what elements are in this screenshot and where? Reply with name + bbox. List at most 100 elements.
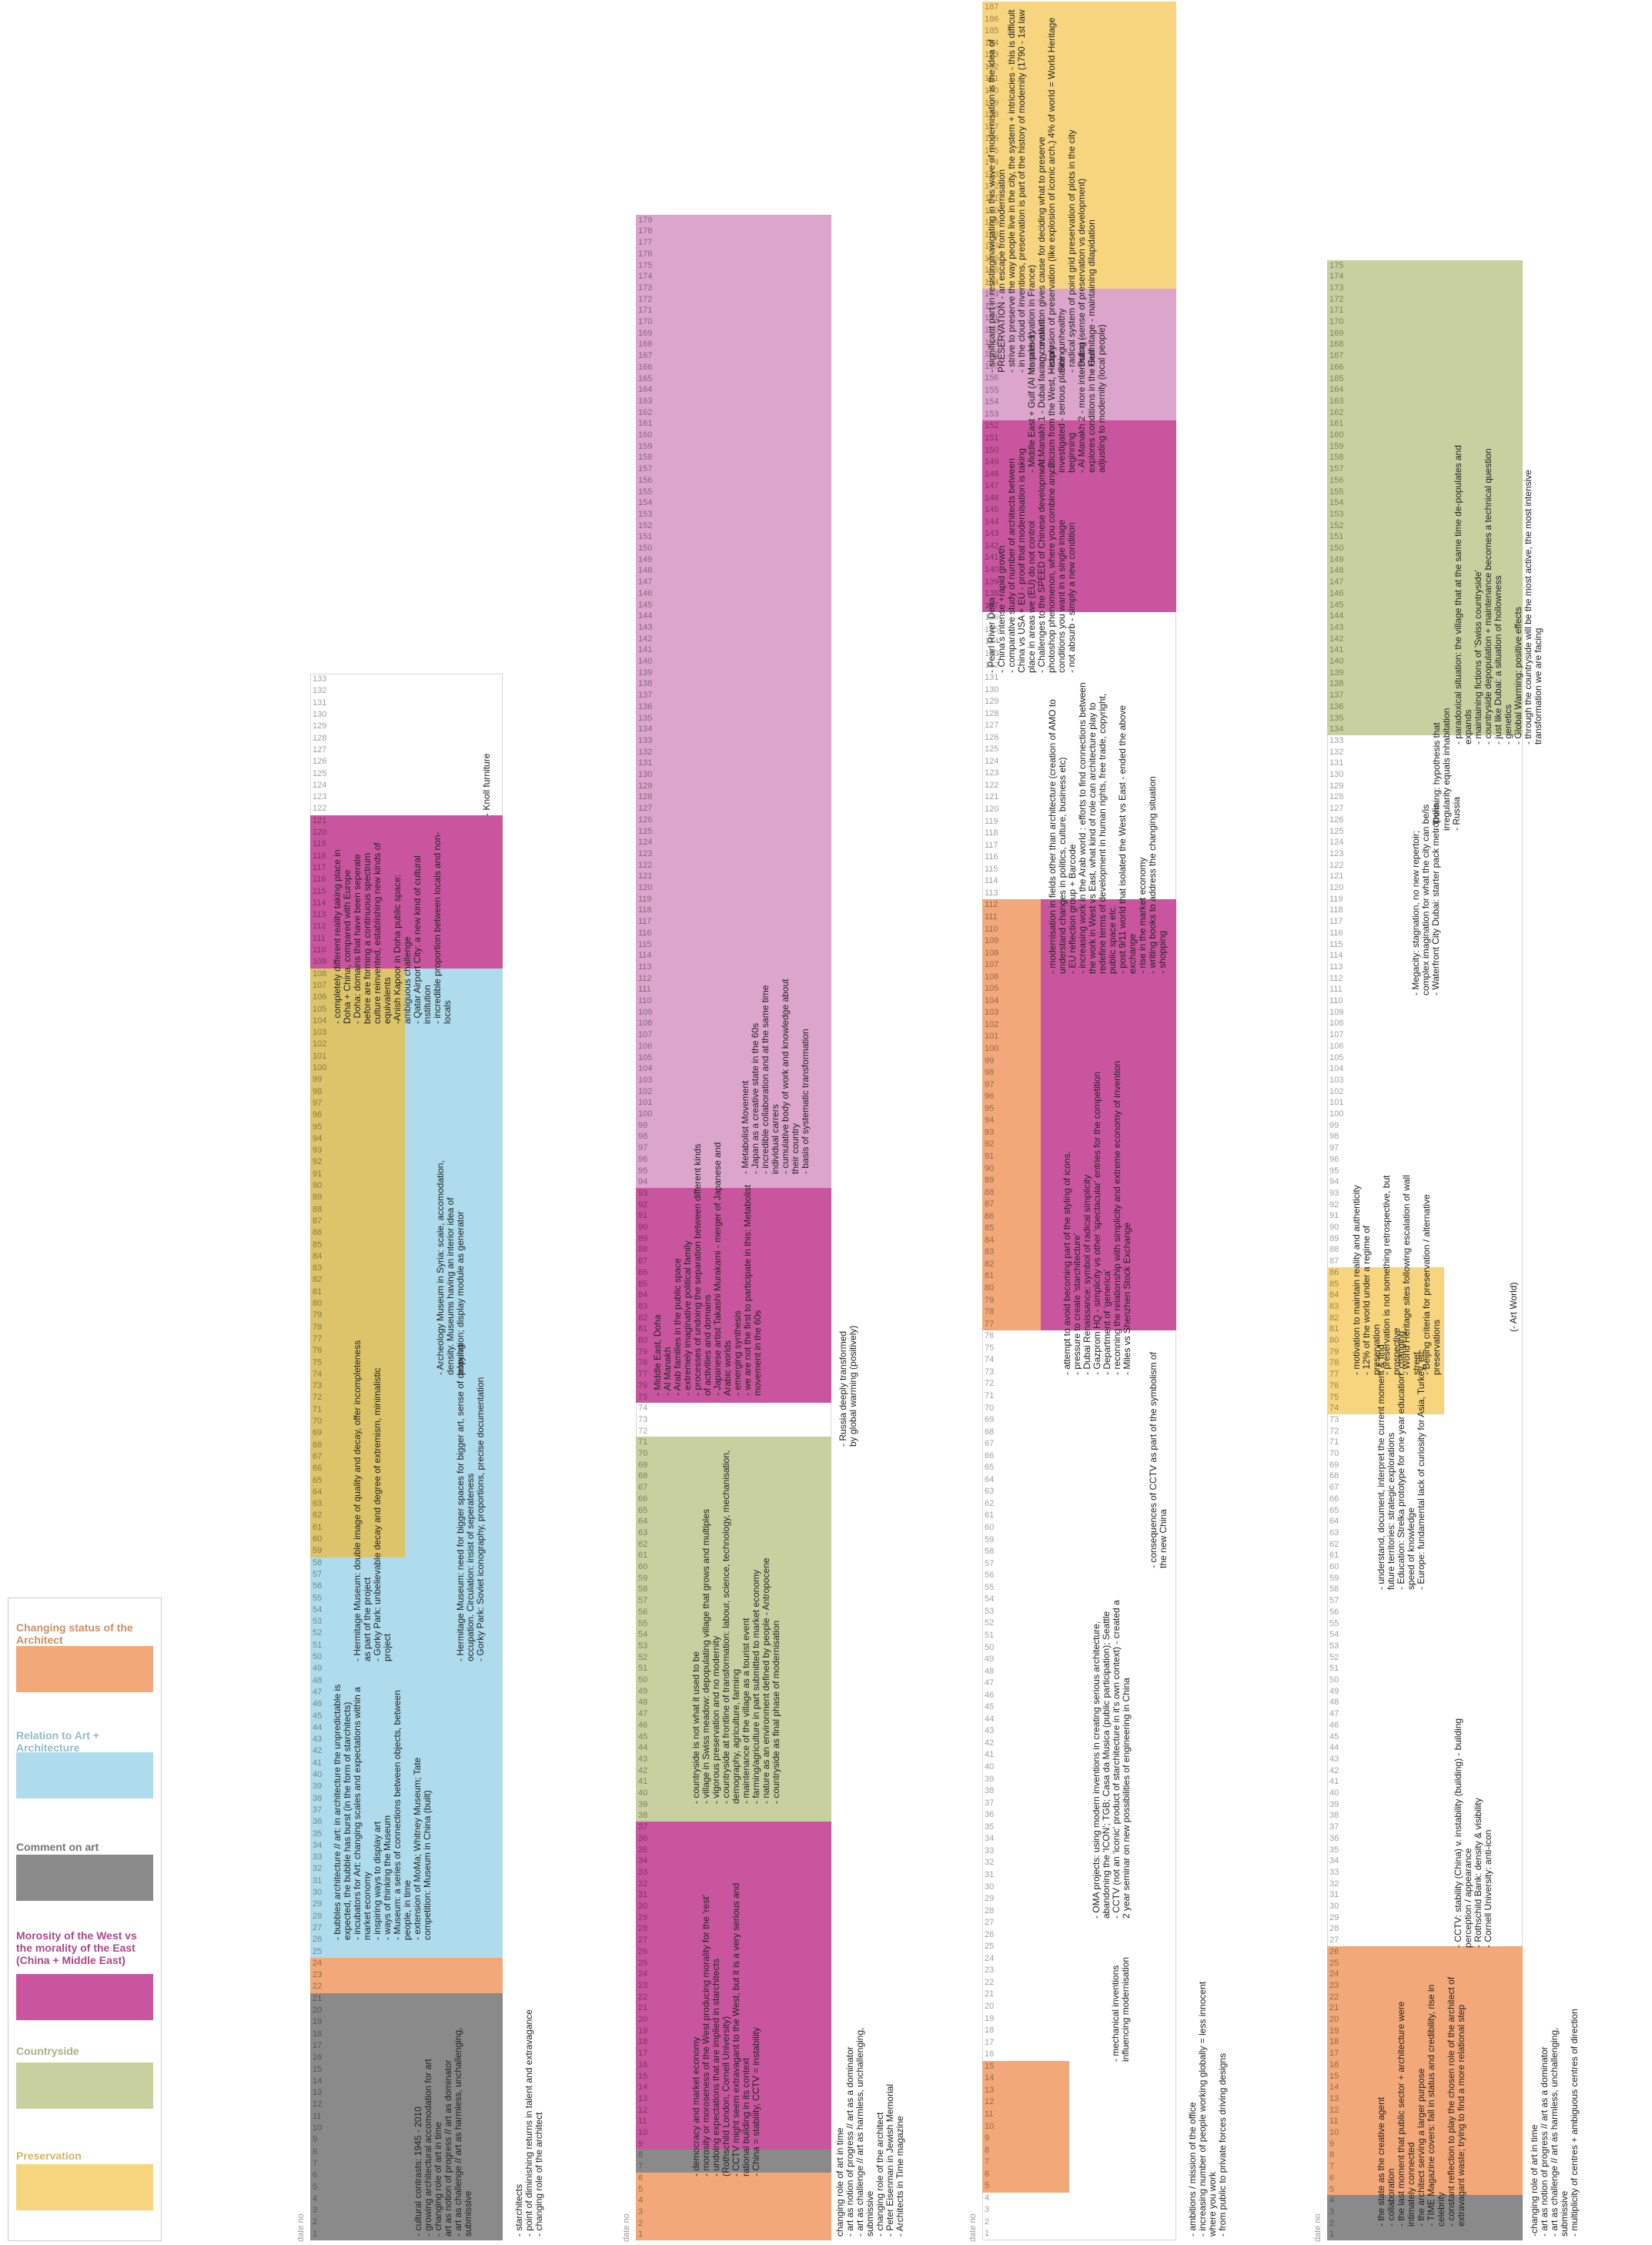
- row-number: 108: [638, 1019, 653, 1029]
- row-number: 29: [1329, 1912, 1339, 1922]
- legend-label: Changing status of the Architect: [16, 1621, 133, 1646]
- row-number: 30: [313, 1888, 323, 1897]
- category-block: [982, 420, 1176, 613]
- row-number: 103: [638, 1075, 653, 1085]
- row-number: 112: [638, 973, 652, 983]
- row-number: 16: [638, 2059, 648, 2069]
- row-number: 57: [985, 1558, 995, 1568]
- row-number: 98: [985, 1068, 995, 1078]
- row-number: 23: [313, 1970, 323, 1980]
- row-number: 57: [1329, 1596, 1339, 1606]
- note-line: - writing books to address the changing …: [1147, 776, 1158, 974]
- row-number: 3: [638, 2207, 644, 2217]
- row-number: 165: [985, 266, 999, 276]
- row-number: 117: [638, 917, 652, 927]
- row-number: 85: [1329, 1279, 1339, 1289]
- row-number: 86: [313, 1228, 323, 1238]
- note-line: - countryside as final phase of modernis…: [771, 1620, 781, 1804]
- row-number: 35: [313, 1828, 323, 1838]
- row-number: 20: [638, 2015, 648, 2024]
- row-number: 17: [638, 2049, 648, 2059]
- row-number: 19: [1329, 2026, 1339, 2036]
- row-number: 44: [313, 1722, 323, 1732]
- row-number: 105: [638, 1052, 653, 1062]
- row-number: 131: [313, 698, 327, 708]
- row-number: 110: [985, 924, 998, 934]
- row-number: 151: [638, 532, 653, 542]
- row-number: 7: [1329, 2162, 1335, 2172]
- row-number: 100: [985, 1044, 999, 1053]
- row-number: 6: [1329, 2173, 1335, 2183]
- row-number: 173: [985, 169, 999, 179]
- row-number: 38: [985, 1786, 995, 1796]
- row-number: 116: [313, 875, 326, 885]
- note-line: - Archeology Museum in Syria: scale, acc…: [435, 1160, 466, 1375]
- row-number: 167: [1329, 351, 1344, 361]
- note-line: - incredible collaboration and at the sa…: [760, 985, 781, 1174]
- row-number: 58: [313, 1557, 323, 1567]
- row-number: 154: [638, 498, 653, 508]
- row-number: 164: [1329, 385, 1344, 395]
- row-number: 70: [985, 1403, 995, 1413]
- row-number: 55: [985, 1582, 995, 1592]
- row-number: 53: [638, 1641, 648, 1651]
- row-number: 142: [985, 540, 999, 550]
- row-number: 99: [638, 1120, 648, 1130]
- row-number: 71: [1329, 1437, 1339, 1447]
- row-number: 164: [638, 385, 653, 395]
- row-number: 66: [1329, 1494, 1339, 1504]
- row-number: 101: [313, 1051, 327, 1061]
- row-number: 54: [1329, 1630, 1339, 1640]
- row-number: 166: [1329, 362, 1344, 372]
- row-number: 47: [638, 1709, 648, 1719]
- row-number: 93: [313, 1146, 323, 1156]
- row-number: 127: [1329, 804, 1344, 814]
- row-number: 12: [638, 2105, 648, 2115]
- row-number: 5: [638, 2184, 644, 2194]
- row-number: 24: [313, 1958, 323, 1968]
- row-number: 77: [638, 1370, 648, 1380]
- note-line: - Miles vs Shenzhen Stock Exchange: [1122, 1222, 1132, 1375]
- row-number: 9: [638, 2139, 644, 2149]
- note-line: - CCTV might seem extravagant to the Wes…: [731, 1882, 751, 2176]
- row-number: 38: [313, 1793, 323, 1803]
- note-line: competition: Museum in China (built): [422, 1790, 433, 1940]
- row-number: 159: [985, 337, 999, 347]
- row-number: 165: [1329, 373, 1344, 383]
- row-number: 86: [638, 1267, 648, 1277]
- row-number: 110: [1329, 996, 1343, 1005]
- row-number: 175: [985, 146, 999, 156]
- category-block: [636, 2172, 831, 2240]
- note-line: - processes of undoing the separation be…: [692, 1143, 713, 1396]
- row-number: 132: [985, 661, 999, 671]
- note: - attempt to avoid becoming part of the …: [1062, 990, 1132, 1375]
- row-number: 145: [985, 505, 999, 515]
- row-number: 89: [638, 1233, 648, 1243]
- row-number: 55: [638, 1618, 648, 1628]
- row-number: 134: [985, 637, 999, 647]
- note: - Metabolist Movement - Japan as a creati…: [740, 959, 811, 1174]
- row-number: 104: [313, 1015, 327, 1025]
- note-line: - Gorky Park: unbelievable decay and deg…: [372, 1367, 393, 1662]
- row-number: 109: [313, 957, 327, 967]
- row-number: 25: [638, 1958, 648, 1968]
- row-number: 102: [638, 1086, 653, 1096]
- note: (- Art World): [1508, 1263, 1519, 1332]
- category-block: [310, 1557, 503, 1958]
- row-number: 58: [985, 1547, 995, 1557]
- row-number: 148: [1329, 566, 1344, 576]
- row-number: 74: [985, 1355, 995, 1365]
- row-number: 177: [985, 122, 999, 132]
- row-number: 43: [985, 1726, 995, 1736]
- row-number: 9: [985, 2133, 990, 2143]
- row-number: 18: [313, 2029, 323, 2039]
- row-number: 106: [985, 972, 999, 982]
- note-line: - Doha: domains that have been seperate …: [352, 852, 373, 1024]
- row-number: 143: [1329, 622, 1344, 632]
- row-number: 163: [985, 289, 999, 299]
- row-number: 25: [313, 1946, 323, 1956]
- row-number: 154: [1329, 498, 1344, 508]
- category-block: [982, 2, 1176, 289]
- row-number: 80: [985, 1283, 995, 1293]
- row-number: 128: [638, 792, 653, 802]
